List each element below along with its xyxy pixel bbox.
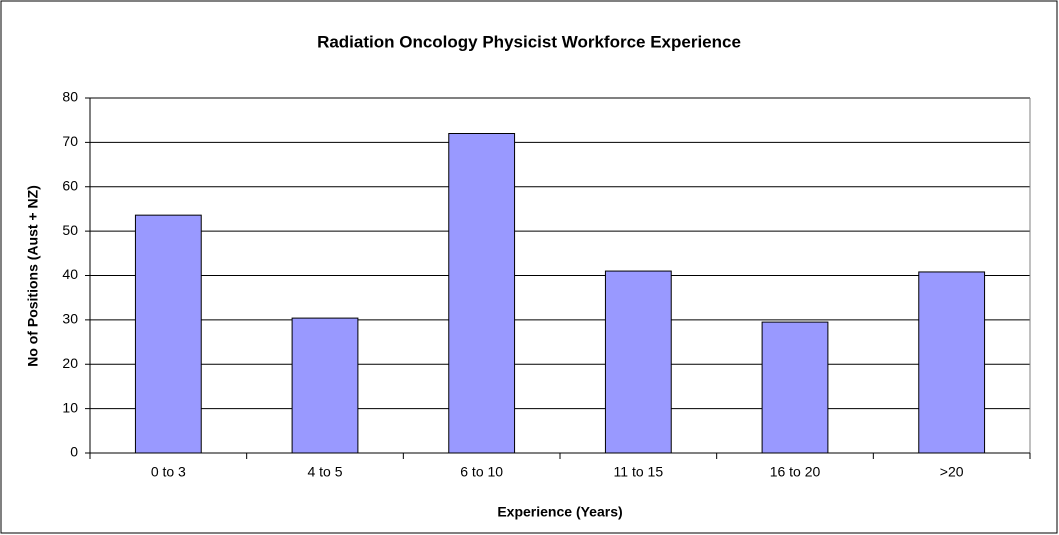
y-tick-label: 10 bbox=[62, 399, 78, 415]
x-tick-label: 6 to 10 bbox=[460, 464, 503, 480]
bar bbox=[918, 271, 986, 454]
y-axis-title: No of Positions (Aust + NZ) bbox=[25, 185, 41, 367]
bar bbox=[761, 321, 829, 454]
y-tick-label: 70 bbox=[62, 133, 78, 149]
chart-title: Radiation Oncology Physicist Workforce E… bbox=[317, 32, 741, 51]
y-tick-label: 80 bbox=[62, 89, 78, 105]
bar bbox=[448, 133, 516, 454]
x-axis-title: Experience (Years) bbox=[497, 504, 622, 520]
y-tick-label: 30 bbox=[62, 311, 78, 327]
y-tick-label: 40 bbox=[62, 266, 78, 282]
x-tick-label: 0 to 3 bbox=[151, 464, 186, 480]
bar bbox=[604, 270, 672, 454]
bar bbox=[291, 317, 359, 454]
y-tick-label: 0 bbox=[70, 444, 78, 460]
y-tick-label: 60 bbox=[62, 177, 78, 193]
x-tick-label: >20 bbox=[940, 464, 964, 480]
y-tick-label: 20 bbox=[62, 355, 78, 371]
x-tick-label: 16 to 20 bbox=[770, 464, 821, 480]
x-tick-label: 4 to 5 bbox=[307, 464, 342, 480]
y-tick-label: 50 bbox=[62, 222, 78, 238]
x-tick-label: 11 to 15 bbox=[614, 464, 664, 480]
bar bbox=[134, 214, 202, 454]
